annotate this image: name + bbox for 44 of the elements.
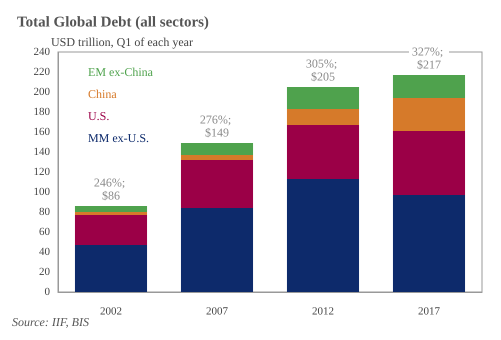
x-tick-label: 2017 (418, 306, 440, 318)
total-label: 246%; $86 (94, 176, 128, 202)
bar (180, 155, 254, 160)
bar (74, 245, 148, 292)
y-tick-label: 100 (34, 186, 50, 198)
bar (392, 75, 466, 98)
text: MM ex-U.S. (88, 131, 150, 145)
bar (286, 87, 360, 109)
chart-title: Total Global Debt (all sectors) (17, 14, 209, 30)
bar (180, 160, 254, 208)
text: EM ex-China (88, 65, 154, 79)
y-tick-label: 120 (34, 166, 50, 178)
y-tick-label: 220 (34, 66, 50, 78)
source-note: Source: IIF, BIS (12, 315, 89, 329)
y-tick-label: 240 (34, 46, 50, 58)
x-tick-label: 2007 (206, 306, 228, 318)
y-tick-label: 200 (34, 86, 50, 98)
y-tick-label: 20 (39, 266, 50, 278)
bar (286, 179, 360, 292)
y-tick-label: 0 (44, 286, 50, 298)
bar (392, 98, 466, 131)
y-tick-label: 40 (39, 246, 50, 258)
y-tick-label: 180 (34, 106, 50, 118)
y-tick-label: 160 (34, 126, 50, 138)
text: U.S. (88, 109, 110, 123)
bar (286, 125, 360, 179)
x-tick-label: 2002 (100, 306, 122, 318)
y-tick-label: 140 (34, 146, 50, 158)
bar (74, 212, 148, 215)
bar (74, 206, 148, 212)
total-label: 276%; $149 (200, 112, 234, 140)
y-tick-label: 80 (39, 206, 50, 218)
bar (74, 215, 148, 245)
x-tick-label: 2012 (312, 306, 334, 318)
total-label: 327%; $217 (412, 44, 446, 72)
total-label: 305%; $205 (306, 56, 340, 84)
text: China (88, 87, 118, 101)
bar (392, 195, 466, 292)
bar (286, 109, 360, 125)
bar (180, 143, 254, 155)
bar (392, 131, 466, 195)
bar (180, 208, 254, 292)
chart-subtitle: USD trillion, Q1 of each year (51, 35, 193, 49)
y-tick-label: 60 (39, 226, 50, 238)
